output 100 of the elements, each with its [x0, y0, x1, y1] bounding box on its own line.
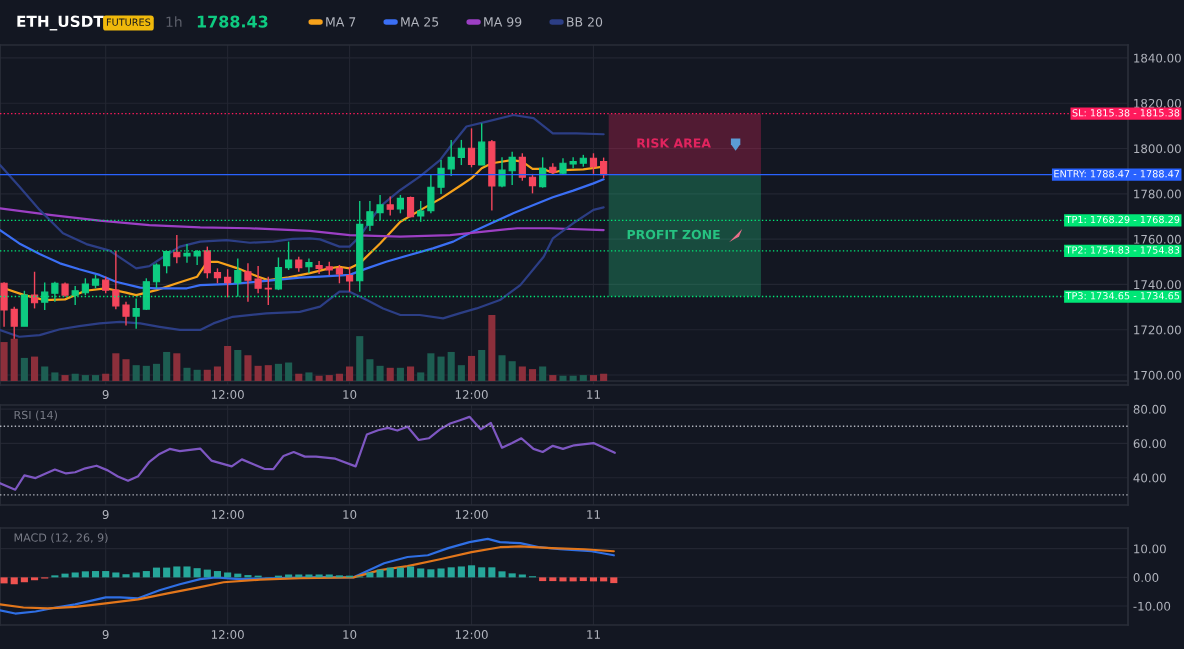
bar [376, 365, 384, 381]
ref-line-label: TP3: 1734.65 - 1734.65 [1065, 292, 1180, 300]
bar [102, 571, 110, 578]
y-tick-label: 0.00 [1133, 573, 1159, 583]
bar [549, 375, 557, 381]
bar [173, 566, 181, 578]
bar [244, 575, 252, 578]
candlestick [335, 264, 344, 284]
candlestick [285, 240, 293, 271]
bar [10, 577, 18, 585]
bar [457, 365, 465, 381]
candlestick [132, 297, 140, 330]
bar [518, 574, 526, 578]
ref-line-label: TP2: 1754.83 - 1754.83 [1065, 246, 1180, 254]
bar [406, 366, 415, 381]
bar [396, 367, 404, 381]
bar [213, 571, 222, 578]
bar [559, 375, 567, 381]
bar [122, 359, 130, 381]
bar [0, 342, 8, 381]
ref-line-label: SL: 1815.38 - 1815.38 [1072, 109, 1180, 117]
x-tick-label: 12:00 [455, 390, 488, 399]
bar [305, 372, 313, 381]
legend-label: MA 99 [484, 17, 522, 27]
text: 1788.43 [197, 15, 268, 28]
bar [71, 373, 79, 381]
x-tick-label: 12:00 [211, 390, 244, 399]
bar [112, 572, 120, 578]
y-tick-label: 10.00 [1134, 544, 1166, 554]
y-tick-label: 1780.00 [1134, 189, 1181, 199]
bar [549, 577, 557, 582]
y-tick-label: 1760.00 [1134, 234, 1181, 244]
x-tick-label: 10 [343, 510, 357, 519]
bar [102, 373, 110, 381]
bar [61, 375, 69, 381]
bar [132, 572, 140, 578]
bar [20, 357, 28, 381]
bar [417, 372, 425, 381]
bar [528, 369, 537, 381]
bar [579, 375, 587, 381]
candlestick [376, 194, 384, 222]
bar [30, 577, 39, 581]
y-tick-label: 80.00 [1133, 404, 1166, 414]
bar [406, 566, 415, 578]
bar [427, 569, 435, 578]
bar [508, 573, 516, 578]
candlestick [30, 271, 39, 310]
candlestick [152, 262, 161, 289]
bar [539, 366, 547, 381]
candlestick [528, 173, 537, 195]
candlestick [498, 156, 506, 188]
bar [264, 365, 272, 381]
bar [518, 366, 526, 381]
bar [122, 574, 130, 578]
bar [315, 574, 323, 578]
bar [508, 361, 516, 381]
text: 1h [166, 16, 182, 27]
candlestick [478, 122, 486, 166]
bar [0, 577, 8, 584]
candlestick [600, 156, 608, 179]
bar [467, 355, 476, 381]
bar [81, 375, 89, 381]
bar [539, 577, 547, 582]
candlestick [51, 281, 59, 303]
bar [234, 349, 242, 381]
bar [600, 373, 608, 381]
candlestick [224, 268, 232, 299]
x-tick-label: 12:00 [455, 510, 488, 519]
bar [488, 315, 496, 381]
bar [213, 366, 222, 381]
band-label: PROFIT ZONE [627, 229, 720, 240]
bar [600, 577, 608, 582]
bar [396, 567, 404, 578]
y-tick-label: -10.00 [1133, 601, 1171, 611]
bar [457, 566, 465, 578]
bar [244, 355, 252, 381]
bar [589, 577, 598, 582]
bar [132, 365, 140, 381]
legend-label: MA 25 [401, 17, 439, 27]
chart-title: MACD (12, 26, 9) [14, 533, 108, 544]
candlestick [467, 127, 476, 169]
bar [224, 572, 232, 578]
y-tick-label: 40.00 [1133, 473, 1166, 483]
bar [417, 568, 425, 578]
bar [366, 359, 374, 381]
x-tick-label: 9 [102, 510, 109, 519]
bar [91, 375, 100, 381]
bar [30, 356, 39, 381]
chart-title: RSI (14) [14, 410, 57, 421]
candlestick [345, 266, 354, 293]
candlestick [173, 234, 181, 265]
candlestick [254, 265, 262, 294]
bar [335, 373, 343, 381]
y-tick-label: 1820.00 [1134, 98, 1181, 108]
candlestick [244, 262, 252, 303]
x-tick-label: 12:00 [211, 510, 244, 519]
bar [274, 363, 282, 381]
candlestick [457, 139, 465, 166]
bar [569, 577, 577, 582]
candlestick [274, 256, 283, 291]
